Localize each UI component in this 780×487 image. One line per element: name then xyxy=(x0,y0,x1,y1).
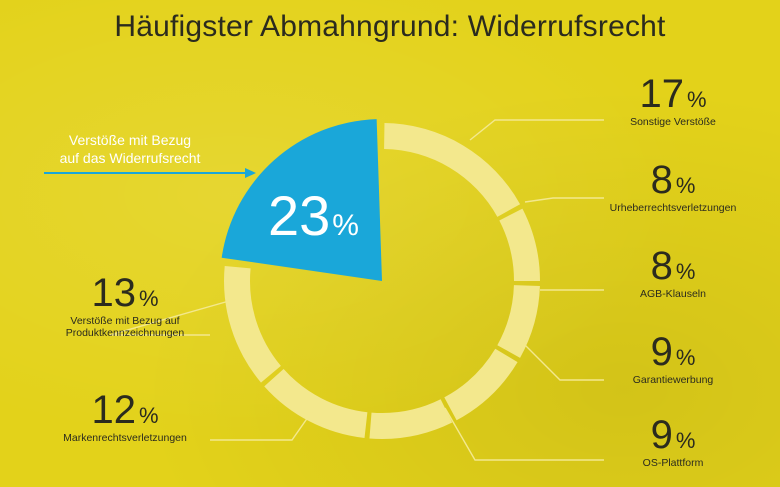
callout-line-1: Verstöße mit Bezug xyxy=(68,132,192,148)
label-value: 8 xyxy=(650,244,673,288)
donut-segment xyxy=(224,265,281,383)
label-produktkennzeichnungen: 13% Verstöße mit Bezug auf Produktkennze… xyxy=(40,273,210,339)
label-markenrecht: 12% Markenrechtsverletzungen xyxy=(40,390,210,444)
chart-title: Häufigster Abmahngrund: Widerrufsrecht xyxy=(114,10,666,43)
label-text: Markenrechtsverletzungen xyxy=(63,432,187,444)
donut-segment-highlight xyxy=(221,119,382,281)
label-unit: % xyxy=(675,173,696,198)
label-text: AGB-Klauseln xyxy=(640,288,706,300)
callout-line-2: auf das Widerrufsrecht xyxy=(59,150,201,166)
label-unit: % xyxy=(675,345,696,370)
label-text: Urheberrechtsverletzungen xyxy=(609,202,737,214)
donut-segment xyxy=(264,368,368,439)
highlight-value: 23% xyxy=(268,188,359,244)
donut-segment xyxy=(369,399,453,440)
leader-line xyxy=(210,399,321,441)
label-value: 12 xyxy=(91,388,136,432)
label-value: 9 xyxy=(650,413,673,457)
label-unit: % xyxy=(138,286,159,311)
label-unit: % xyxy=(675,428,696,453)
label-agb: 8% AGB-Klauseln xyxy=(588,246,758,300)
label-garantie: 9% Garantiewerbung xyxy=(588,332,758,386)
label-text-line-2: Produktkennzeichnungen xyxy=(65,327,185,339)
label-unit: % xyxy=(675,259,696,284)
label-unit: % xyxy=(138,403,159,428)
label-value: 9 xyxy=(650,330,673,374)
ring-segments xyxy=(221,119,540,440)
highlight-value-unit: % xyxy=(332,209,359,242)
label-value: 13 xyxy=(91,271,136,315)
highlight-value-number: 23 xyxy=(268,184,331,247)
label-text: Garantiewerbung xyxy=(632,374,714,386)
donut-segment xyxy=(444,348,518,421)
leader-line xyxy=(469,119,604,141)
highlight-callout-label: Verstöße mit Bezug auf das Widerrufsrech… xyxy=(40,131,220,167)
leader-line xyxy=(444,407,604,461)
callout-arrow xyxy=(44,168,256,178)
donut-segment xyxy=(384,123,521,217)
label-text-line-1: Verstöße mit Bezug auf xyxy=(70,315,180,327)
leader-line xyxy=(524,197,604,203)
label-value: 8 xyxy=(650,158,673,202)
label-urheberrecht: 8% Urheberrechtsverletzungen xyxy=(588,160,758,214)
label-os-plattform: 9% OS-Plattform xyxy=(588,415,758,469)
label-sonstige: 17% Sonstige Verstöße xyxy=(588,74,758,128)
donut-segment xyxy=(499,208,540,282)
label-unit: % xyxy=(686,87,707,112)
leader-line xyxy=(524,344,604,381)
label-value: 17 xyxy=(639,72,684,116)
label-text: OS-Plattform xyxy=(642,457,704,469)
label-text: Sonstige Verstöße xyxy=(630,116,716,128)
donut-segment xyxy=(497,285,540,358)
leader-line xyxy=(109,294,251,336)
callout-arrow-head xyxy=(245,168,256,178)
leader-lines xyxy=(109,119,604,461)
